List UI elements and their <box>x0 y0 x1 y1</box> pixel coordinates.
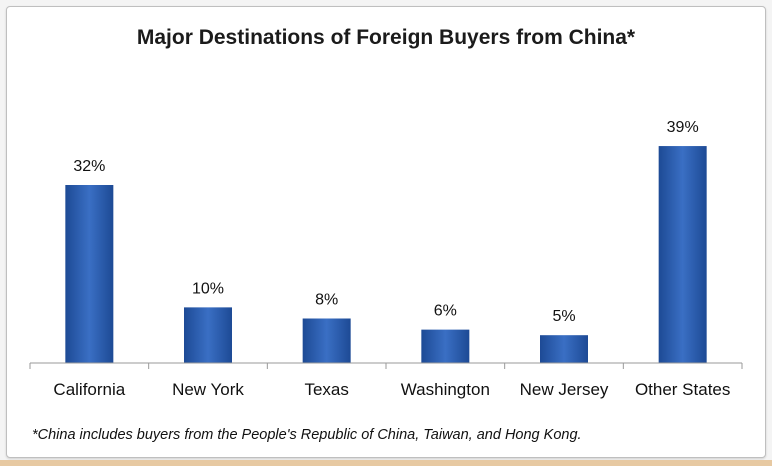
bar-new-jersey <box>540 335 588 363</box>
category-labels: California New York Texas Washington New Jer… <box>53 380 730 399</box>
value-label: 6% <box>434 303 457 320</box>
x-axis-ticks <box>29 363 743 369</box>
chart-title: Major Destinations of Foreign Buyers fro… <box>137 26 636 49</box>
value-label: 8% <box>315 292 338 309</box>
value-label: 5% <box>552 308 575 325</box>
value-label: 39% <box>667 119 699 136</box>
category-label: New York <box>172 380 244 399</box>
bar-texas <box>302 318 351 363</box>
category-label: Texas <box>304 380 348 399</box>
bar-other-states <box>658 146 707 363</box>
bar-new-york <box>184 307 232 363</box>
category-label: New Jersey <box>520 380 609 399</box>
value-labels: 32% 10% 8% 6% 5% 39% <box>73 119 698 325</box>
category-label: Washington <box>401 380 490 399</box>
bottom-strip <box>0 460 772 466</box>
category-label: California <box>53 380 125 399</box>
chart-frame <box>6 6 766 458</box>
value-label: 32% <box>73 158 105 175</box>
bar-washington <box>421 329 470 363</box>
bar-california <box>65 185 114 363</box>
value-label: 10% <box>192 280 224 297</box>
footnote: *China includes buyers from the People's… <box>32 427 582 443</box>
bars-group <box>65 146 707 363</box>
category-label: Other States <box>635 380 730 399</box>
